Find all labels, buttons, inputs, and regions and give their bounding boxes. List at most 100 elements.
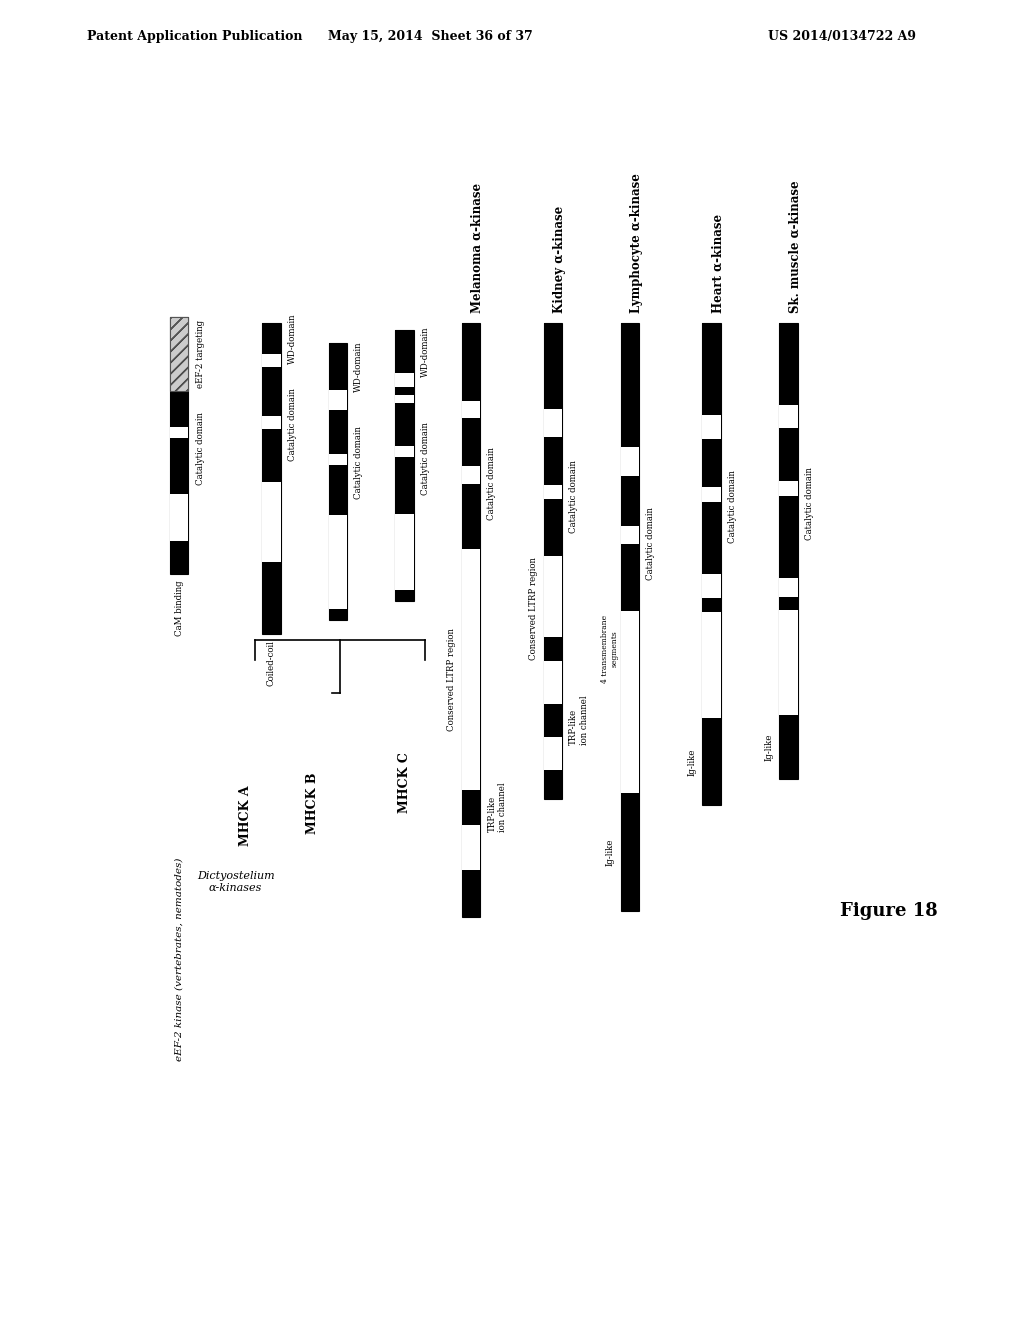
Text: Ig-like: Ig-like [764, 733, 773, 760]
Bar [170, 428, 188, 438]
Bar [395, 374, 414, 387]
Bar [779, 715, 798, 779]
Bar [395, 403, 414, 513]
Text: Ig-like: Ig-like [605, 838, 614, 866]
Text: MHCK B: MHCK B [306, 772, 318, 834]
Bar [621, 323, 639, 911]
Text: Catalytic domain: Catalytic domain [728, 470, 737, 543]
Bar [779, 323, 798, 405]
Bar [544, 737, 562, 770]
Bar [621, 323, 639, 446]
Bar [262, 562, 281, 634]
Text: May 15, 2014  Sheet 36 of 37: May 15, 2014 Sheet 36 of 37 [328, 30, 532, 44]
Text: eEF-2 targeting: eEF-2 targeting [196, 319, 205, 388]
Bar [779, 597, 798, 610]
Bar [702, 414, 721, 440]
Text: Catalytic domain: Catalytic domain [646, 507, 655, 579]
Bar [544, 409, 562, 437]
Text: Patent Application Publication: Patent Application Publication [87, 30, 302, 44]
Bar [462, 323, 480, 917]
Bar [329, 610, 347, 620]
Bar [329, 454, 347, 465]
Text: US 2014/0134722 A9: US 2014/0134722 A9 [768, 30, 916, 44]
Bar [702, 323, 721, 805]
Bar [544, 484, 562, 499]
Bar [395, 330, 414, 374]
Text: Dictyostelium
α-kinases: Dictyostelium α-kinases [197, 871, 274, 892]
Bar [462, 825, 480, 870]
Bar [395, 395, 414, 403]
Bar [462, 870, 480, 917]
Bar [170, 495, 188, 541]
Bar [170, 392, 188, 401]
Bar [395, 387, 414, 395]
Bar [170, 401, 188, 495]
Bar [779, 405, 798, 428]
Bar [779, 323, 798, 779]
Bar [462, 418, 480, 549]
Bar [395, 590, 414, 601]
Bar [702, 487, 721, 502]
Text: Catalytic domain: Catalytic domain [569, 461, 579, 533]
Bar [262, 323, 281, 634]
Bar [621, 527, 639, 544]
Bar [462, 549, 480, 789]
Text: Conserved LTRP region: Conserved LTRP region [446, 628, 456, 731]
Text: Lymphocyte α-kinase: Lymphocyte α-kinase [630, 173, 643, 313]
Text: MHCK C: MHCK C [398, 752, 411, 813]
Bar [262, 367, 281, 482]
Bar [702, 440, 721, 574]
Bar [170, 317, 188, 574]
Text: Catalytic domain: Catalytic domain [805, 467, 814, 540]
Bar [779, 578, 798, 597]
Text: Catalytic domain: Catalytic domain [354, 426, 364, 499]
Bar [170, 317, 188, 392]
Bar [702, 718, 721, 805]
Bar [462, 323, 480, 401]
Text: Conserved LTRP region: Conserved LTRP region [528, 557, 538, 660]
Bar [621, 793, 639, 911]
Text: Catalytic domain: Catalytic domain [196, 412, 205, 484]
Bar [395, 446, 414, 457]
Text: Ig-like: Ig-like [687, 748, 696, 776]
Bar [544, 437, 562, 556]
Text: CaM binding: CaM binding [175, 581, 183, 636]
Text: Melanoma α-kinase: Melanoma α-kinase [471, 182, 484, 313]
Text: 4 transmembrane
segments: 4 transmembrane segments [601, 615, 618, 682]
Text: WD-domain: WD-domain [421, 326, 430, 378]
Text: TRP-like
ion channel: TRP-like ion channel [569, 696, 589, 744]
Bar [702, 612, 721, 718]
Text: Figure 18: Figure 18 [840, 902, 937, 920]
Bar [544, 770, 562, 799]
Bar [462, 466, 480, 484]
Bar [262, 323, 281, 354]
Text: Catalytic domain: Catalytic domain [421, 422, 430, 495]
Bar [779, 480, 798, 496]
Text: Coiled-coil: Coiled-coil [267, 640, 275, 686]
Bar [544, 704, 562, 737]
Bar [462, 401, 480, 418]
Bar [779, 610, 798, 715]
Bar [395, 513, 414, 590]
Bar [462, 789, 480, 825]
Bar [544, 638, 562, 661]
Bar [262, 482, 281, 562]
Text: eEF-2 kinase (vertebrates, nematodes): eEF-2 kinase (vertebrates, nematodes) [175, 858, 183, 1061]
Bar [621, 446, 639, 477]
Text: Heart α-kinase: Heart α-kinase [712, 214, 725, 313]
Bar [544, 661, 562, 704]
Bar [702, 323, 721, 414]
Text: TRP-like
ion channel: TRP-like ion channel [487, 783, 507, 833]
Bar [544, 323, 562, 409]
Bar [329, 409, 347, 515]
Text: Catalytic domain: Catalytic domain [288, 388, 297, 461]
Bar [262, 354, 281, 367]
Bar [702, 598, 721, 612]
Bar [621, 477, 639, 611]
Text: Catalytic domain: Catalytic domain [487, 447, 497, 520]
Text: Kidney α-kinase: Kidney α-kinase [553, 206, 566, 313]
Text: WD-domain: WD-domain [288, 314, 297, 364]
Bar [702, 574, 721, 598]
Bar [329, 343, 347, 620]
Bar [262, 417, 281, 429]
